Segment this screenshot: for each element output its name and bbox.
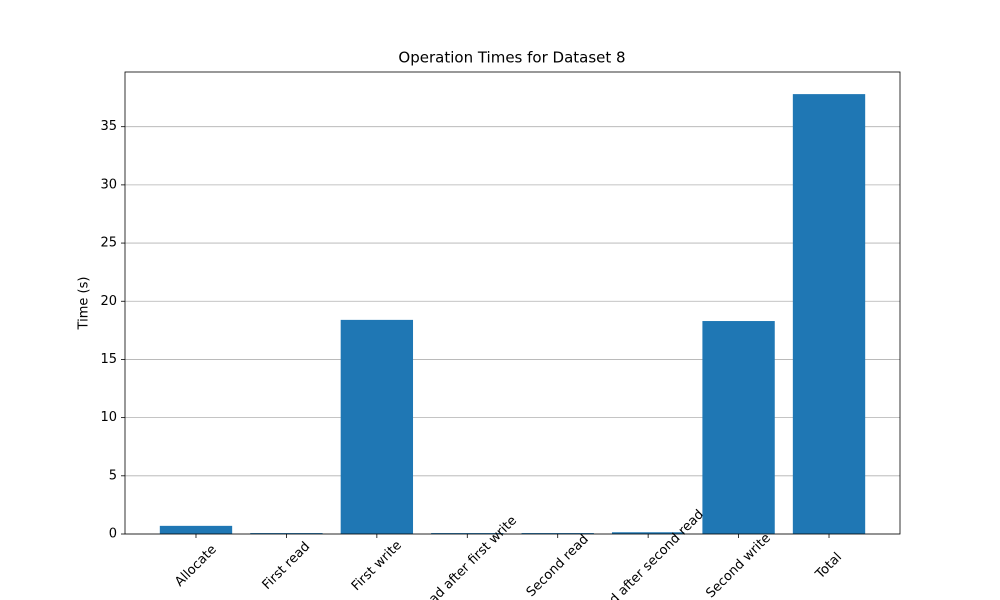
- y-tick-label: 15: [100, 352, 117, 367]
- y-tick-label: 5: [109, 468, 117, 483]
- x-tick-label: Total: [812, 550, 845, 583]
- y-tick-label: 10: [100, 410, 117, 425]
- bar: [159, 525, 233, 534]
- bar: [250, 533, 323, 534]
- plot-frame: [124, 71, 901, 535]
- chart-title: Operation Times for Dataset 8: [398, 49, 625, 67]
- y-axis-label: Time (s): [77, 277, 92, 331]
- x-tick-label: First read: [260, 539, 314, 593]
- x-tick-label: First write: [349, 538, 405, 594]
- y-tick-label: 0: [109, 527, 117, 542]
- x-tick-label: Read after first write: [415, 513, 520, 600]
- x-tick-label: Read after second read: [589, 507, 707, 600]
- bar: [340, 319, 414, 534]
- x-tick-label: Allocate: [172, 542, 220, 590]
- y-tick-label: 25: [100, 236, 117, 251]
- x-tick-label: Second read: [524, 532, 592, 600]
- x-tick-label: Second write: [703, 531, 773, 600]
- bar: [431, 533, 504, 534]
- bar: [611, 532, 685, 534]
- y-tick-label: 35: [100, 119, 117, 134]
- bar: [702, 321, 775, 534]
- y-tick-label: 20: [100, 294, 117, 309]
- bar: [521, 533, 594, 534]
- y-tick-label: 30: [100, 177, 117, 192]
- bar: [792, 94, 866, 534]
